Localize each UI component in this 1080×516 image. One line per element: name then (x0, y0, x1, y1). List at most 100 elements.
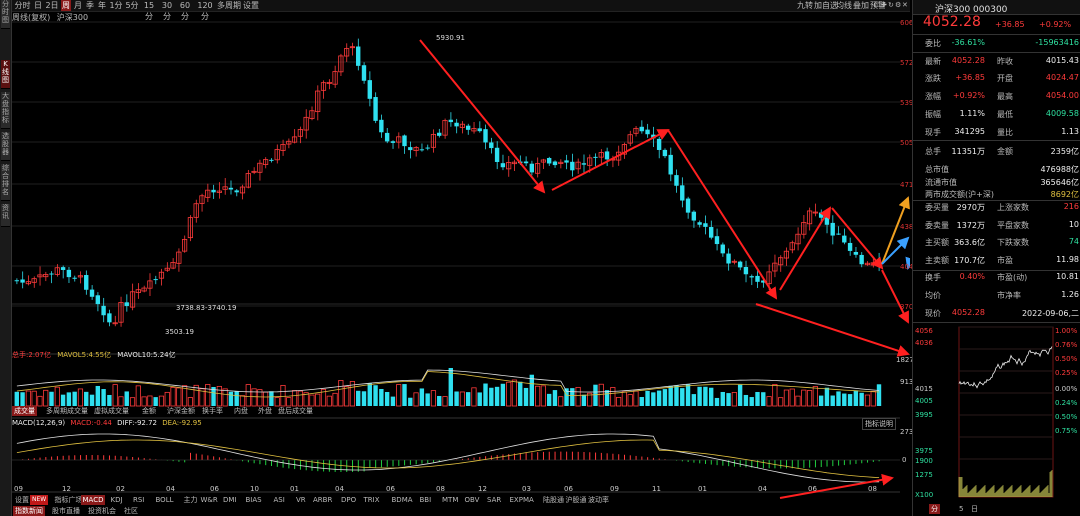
candle (639, 126, 644, 132)
period-tab-2[interactable]: 2日 (45, 1, 59, 10)
indicator-tab-5[interactable]: RSI (133, 496, 145, 504)
indicator-tab-13[interactable]: ARBR (313, 496, 333, 504)
mini-tab-0[interactable]: 分 (929, 504, 940, 514)
volume-tab-4[interactable]: 沪深金额 (167, 407, 195, 415)
vtab-timeshare[interactable]: 分时图 (1, 0, 10, 29)
indicator-tab-18[interactable]: MTM (442, 496, 459, 504)
indicator-tab-4[interactable]: KDJ (110, 496, 123, 504)
indicator-tab-6[interactable]: BOLL (155, 496, 174, 504)
candle (20, 279, 25, 283)
footer-tab-2[interactable]: 投资机会 (88, 507, 116, 515)
mini-tab-1[interactable]: 5 (959, 505, 964, 513)
layout-icon[interactable]: ☐ (874, 1, 881, 9)
volume-tab-7[interactable]: 外盘 (258, 407, 272, 415)
volume-bar (222, 388, 228, 407)
volume-bar (118, 396, 124, 407)
period-tab-8[interactable]: 5分 (125, 1, 139, 10)
volume-bar (680, 388, 685, 406)
indicator-tab-11[interactable]: ASI (273, 496, 285, 504)
price-tick-3: 5054 (900, 139, 918, 147)
period-tab-5[interactable]: 季 (86, 1, 94, 10)
indicator-tab-20[interactable]: SAR (487, 496, 502, 504)
indicator-tab-9[interactable]: DMI (223, 496, 237, 504)
volume-tab-0[interactable]: 成交量 (12, 406, 37, 416)
volume-bar (540, 385, 546, 407)
indicator-tab-2[interactable]: 指标广场 (54, 496, 83, 504)
dea-line (16, 439, 880, 478)
indicator-tab-23[interactable]: 沪股通 (565, 496, 587, 504)
toolbar-right-0[interactable]: 九转 (797, 1, 813, 10)
indicator-tab-21[interactable]: EXPMA (509, 496, 534, 504)
candle (107, 313, 112, 323)
vtab-market-index[interactable]: 大盘指标 (1, 92, 10, 129)
period-tab-0[interactable]: 分时 (14, 1, 31, 10)
mini-tab-2[interactable]: 日 (971, 505, 978, 513)
vtab-stock-picker[interactable]: 选股器 (1, 132, 10, 161)
candle (842, 235, 847, 243)
indicator-tab-14[interactable]: DPO (341, 496, 357, 504)
refresh-icon[interactable]: ↻ (888, 1, 894, 9)
footer-tab-1[interactable]: 股市直播 (52, 507, 80, 515)
period-tab-6[interactable]: 年 (98, 1, 106, 10)
quote-row-value2: 476988亿 (1040, 165, 1079, 174)
period-tab-12[interactable]: 120分 (197, 1, 213, 21)
volume-bar (761, 392, 766, 406)
volume-bar (153, 397, 158, 406)
mini-left-tick: 3975 (915, 447, 933, 455)
period-tab-11[interactable]: 60分 (179, 1, 191, 21)
period-tab-7[interactable]: 1分 (109, 1, 123, 10)
settings-icon[interactable]: ⚙ (895, 1, 902, 9)
kline-chart[interactable] (12, 12, 910, 504)
indicator-tab-24[interactable]: 波动率 (588, 496, 609, 504)
volume-tab-3[interactable]: 金额 (142, 407, 156, 415)
quote-row-label2: 昨收 (997, 57, 1013, 66)
quote-change-pct: +0.92% (1039, 20, 1072, 29)
volume-tab-8[interactable]: 盘后成交量 (278, 407, 313, 415)
volume-bar (859, 392, 864, 406)
indicator-tab-3[interactable]: MACD (80, 495, 106, 505)
indicator-tab-16[interactable]: BDMA (391, 496, 413, 504)
period-tab-10[interactable]: 30分 (161, 1, 173, 21)
mini-right-tick: 0.00% (1055, 385, 1078, 393)
volume-bar (269, 391, 274, 406)
indicator-tab-1[interactable]: NEW (30, 495, 49, 505)
period-tab-14[interactable]: 设置 (243, 1, 259, 10)
period-tab-4[interactable]: 月 (74, 1, 82, 10)
footer-tab-3[interactable]: 社区 (124, 507, 138, 515)
add-icon[interactable]: ✚ (881, 1, 887, 9)
mini-right-tick: 0.76% (1055, 341, 1078, 349)
toolbar-right-3[interactable]: 叠加 (853, 1, 869, 10)
indicator-explain-button[interactable]: 指标说明 (862, 418, 896, 430)
volume-tab-6[interactable]: 内盘 (234, 407, 248, 415)
indicator-tab-0[interactable]: 设置 (15, 496, 29, 504)
indicator-tab-12[interactable]: VR (296, 496, 306, 504)
period-tab-3[interactable]: 周 (61, 0, 71, 11)
vtab-ranking[interactable]: 综合排名 (1, 164, 10, 201)
vtab-news[interactable]: 资讯 (1, 204, 10, 227)
indicator-tab-19[interactable]: OBV (464, 496, 480, 504)
volume-bar (749, 397, 754, 406)
indicator-tab-22[interactable]: 陆股通 (543, 496, 564, 504)
volume-tab-1[interactable]: 多周期成交量 (46, 407, 88, 415)
indicator-tab-15[interactable]: TRIX (363, 496, 380, 504)
footer-tab-0[interactable]: 指数新闻 (13, 506, 45, 516)
candle (766, 271, 772, 285)
toolbar-right-4[interactable]: 预警 (870, 1, 886, 10)
period-tab-9[interactable]: 15分 (143, 1, 155, 21)
candle (830, 222, 835, 236)
indicator-tab-8[interactable]: W&R (200, 496, 218, 504)
volume-tab-2[interactable]: 虚拟成交量 (94, 407, 129, 415)
indicator-tab-10[interactable]: BIAS (245, 496, 262, 504)
period-tab-1[interactable]: 日 (34, 1, 42, 10)
period-tab-13[interactable]: 多周期 (217, 1, 241, 10)
indicator-tab-7[interactable]: 主力 (183, 496, 198, 504)
volume-bar (535, 385, 541, 407)
volume-tab-5[interactable]: 换手率 (202, 407, 223, 415)
vtab-kline[interactable]: K线图 (1, 60, 10, 89)
close-icon[interactable]: ✕ (902, 1, 908, 9)
toolbar-right-1[interactable]: 加自选 (814, 1, 838, 10)
intraday-mini-chart[interactable]: 4056 4036 4015 4005 3995 3975 1900 1275 X100 1.00… (913, 325, 1080, 505)
indicator-tab-17[interactable]: BBI (419, 496, 432, 504)
toolbar-right-2[interactable]: 均线 (836, 1, 852, 10)
quote-row-label: 现手 (925, 128, 941, 137)
